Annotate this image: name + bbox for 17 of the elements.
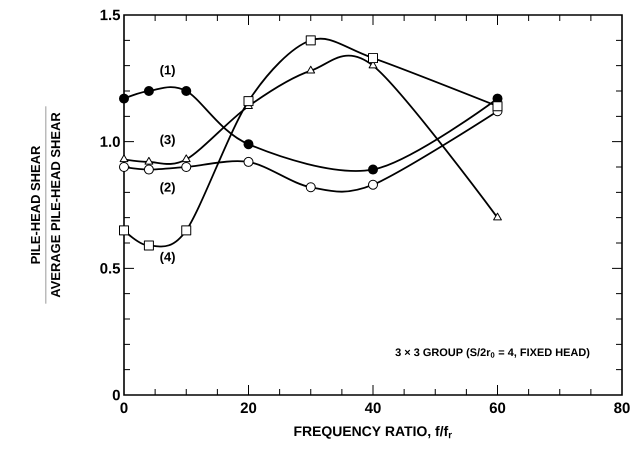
y-tick-label: 1.5	[100, 10, 120, 20]
series-label: (4)	[160, 252, 175, 264]
x-tick-label: 20	[240, 402, 256, 414]
legend-label: (2)	[160, 182, 175, 194]
x-tick-label: 80	[614, 402, 630, 414]
annotation: 3 × 3 GROUP (S/2r$_{0}$ = 4, FIXED HEAD)	[395, 348, 590, 358]
x-tick-label: 40	[364, 402, 381, 414]
legend-label: (3)	[160, 134, 175, 147]
x-tick-label: 60	[490, 402, 506, 414]
x-axis-title: FREQUENCY RATIO, f/f$_{r}$	[294, 426, 452, 439]
legend-label: (1)	[160, 64, 175, 78]
y-axis-title: PILE-HEAD SHEAR	[30, 146, 40, 264]
text: AVERAGE PILE-HEAD SHEAR	[51, 112, 60, 298]
y-tick-label: 0.5	[100, 263, 120, 274]
x-tick-label: 0	[120, 402, 128, 414]
y-tick-label: 0	[112, 390, 120, 400]
y-tick-label: 1.0	[100, 136, 120, 147]
